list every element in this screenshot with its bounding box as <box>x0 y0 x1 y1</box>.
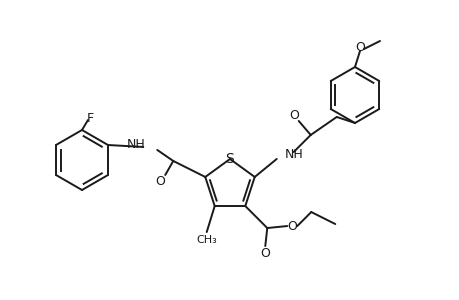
Text: O: O <box>260 247 269 260</box>
Text: NH: NH <box>126 139 145 152</box>
Text: O: O <box>155 176 165 188</box>
Text: O: O <box>288 110 298 122</box>
Text: O: O <box>287 220 297 232</box>
Text: S: S <box>225 152 234 166</box>
Text: NH: NH <box>284 148 303 161</box>
Text: O: O <box>354 40 364 53</box>
Text: CH₃: CH₃ <box>196 235 217 245</box>
Text: F: F <box>86 112 93 124</box>
